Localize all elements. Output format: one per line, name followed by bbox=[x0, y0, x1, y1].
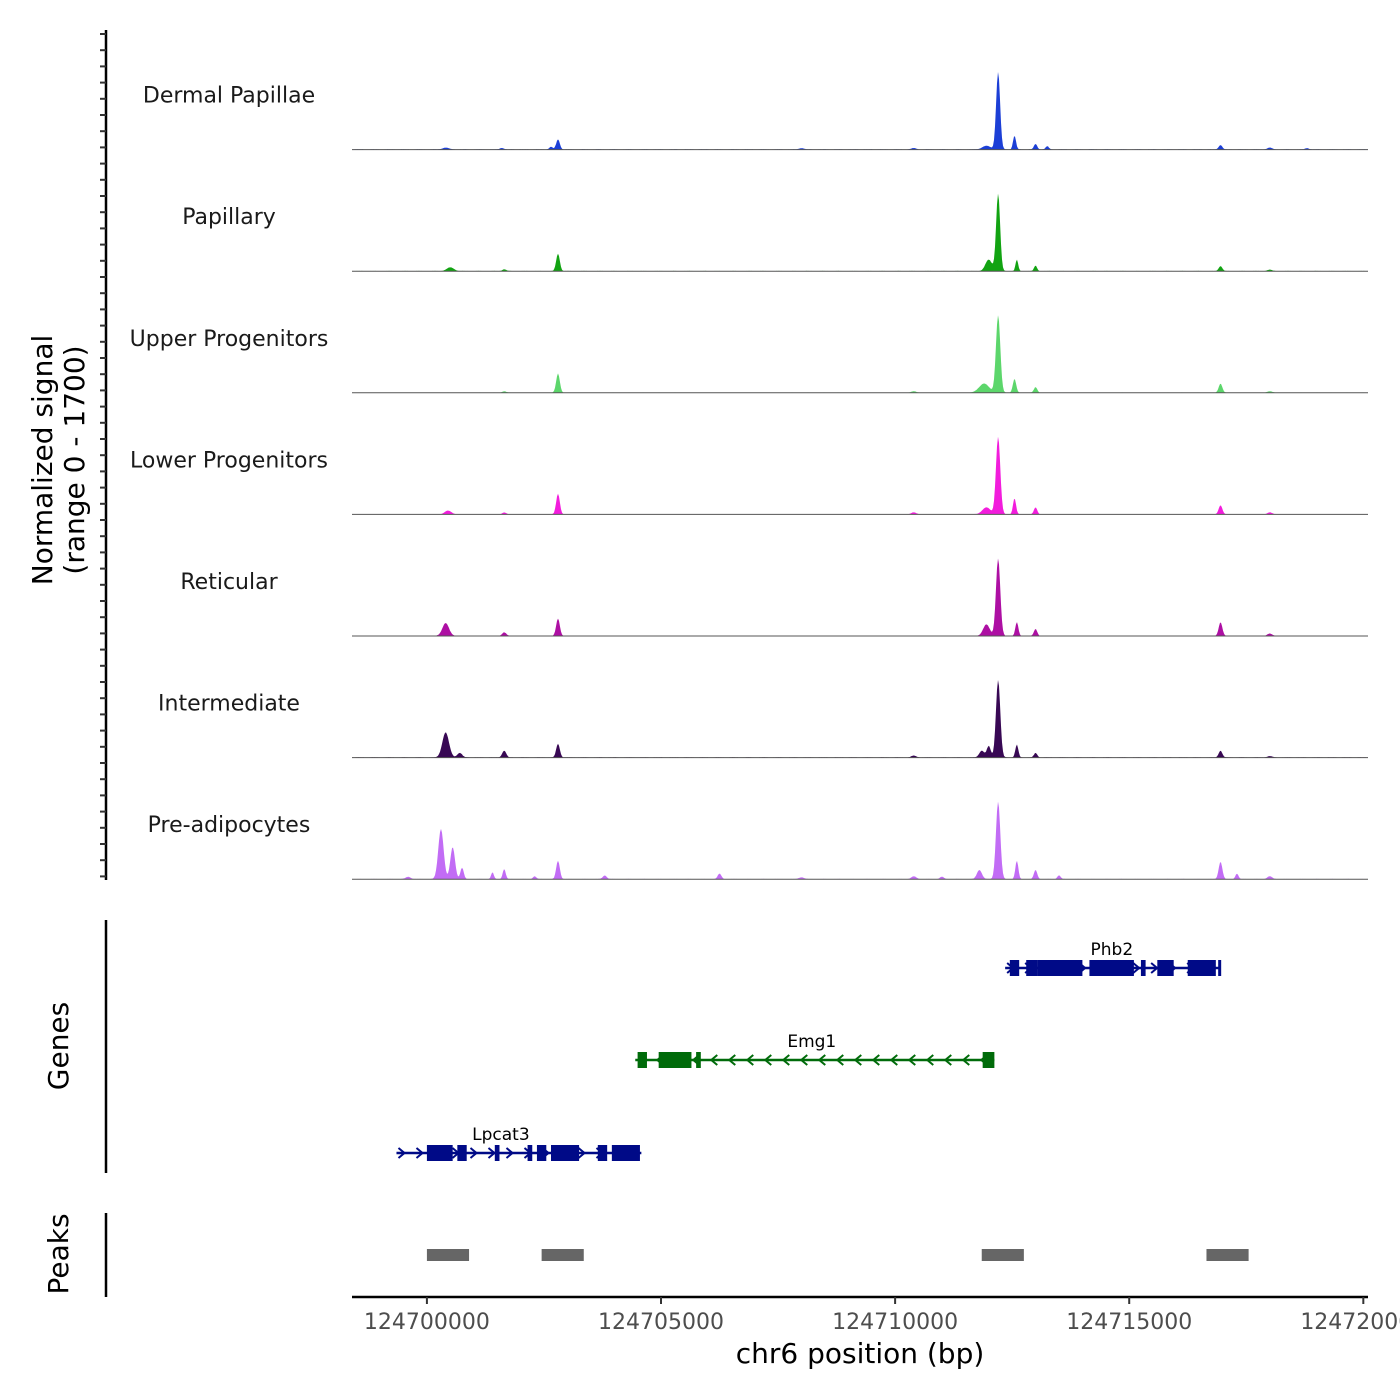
strand-chevron bbox=[961, 1054, 970, 1066]
exon-Phb2-4 bbox=[1140, 960, 1146, 976]
track-label-4: Reticular bbox=[180, 570, 278, 595]
coverage-area-4 bbox=[352, 558, 1368, 636]
strand-chevron bbox=[1150, 962, 1159, 974]
strand-chevron bbox=[727, 1054, 736, 1066]
x-tick-label: 124705000 bbox=[598, 1310, 724, 1335]
track-label-0: Dermal Papillae bbox=[143, 84, 315, 109]
exon-Phb2-5 bbox=[1157, 960, 1174, 976]
strand-chevron bbox=[817, 1054, 826, 1066]
x-tick-label: 124715000 bbox=[1066, 1310, 1192, 1335]
track-label-6: Pre-adipocytes bbox=[148, 813, 311, 838]
coverage-area-2 bbox=[352, 315, 1368, 393]
exon-Lpcat3-5 bbox=[550, 1145, 580, 1161]
exon-Lpcat3-3 bbox=[527, 1145, 533, 1161]
coverage-area-6 bbox=[352, 801, 1368, 880]
strand-chevron bbox=[907, 1054, 916, 1066]
strand-chevron bbox=[469, 1147, 479, 1159]
strand-chevron bbox=[781, 1054, 790, 1066]
exon-Phb2-6 bbox=[1187, 960, 1216, 976]
strand-chevron bbox=[889, 1054, 898, 1066]
strand-chevron bbox=[835, 1054, 844, 1066]
strand-chevron bbox=[415, 1147, 425, 1159]
strand-chevron bbox=[799, 1054, 808, 1066]
exon-Phb2-0 bbox=[1009, 960, 1020, 976]
exon-Phb2-7 bbox=[1218, 960, 1222, 976]
track-label-2: Upper Progenitors bbox=[130, 327, 329, 352]
exon-Lpcat3-6 bbox=[597, 1145, 608, 1161]
exon-Phb2-3 bbox=[1089, 960, 1134, 976]
x-tick-label: 124700000 bbox=[364, 1310, 490, 1335]
strand-chevron bbox=[925, 1054, 934, 1066]
gene-label-Lpcat3: Lpcat3 bbox=[472, 1125, 530, 1145]
strand-chevron bbox=[853, 1054, 862, 1066]
exon-Lpcat3-4 bbox=[536, 1145, 547, 1161]
axes-layer: 124700000 124705000 124710000 124715000 1247… bbox=[100, 30, 1400, 1335]
coverage-area-5 bbox=[352, 680, 1368, 758]
exon-Phb2-1 bbox=[1026, 960, 1038, 976]
peak-region-1 bbox=[541, 1249, 584, 1261]
y-axis-label-line2: (range 0 - 1700) bbox=[58, 345, 91, 574]
coverage-area-1 bbox=[352, 193, 1368, 272]
peaks-panel-label: Peaks bbox=[42, 1213, 75, 1294]
strand-chevron bbox=[871, 1054, 880, 1066]
gene-tracks: Phb2 Emg1 Lpcat3 bbox=[396, 940, 1222, 1161]
gene-label-Phb2: Phb2 bbox=[1091, 940, 1134, 960]
y-axis-label-line1: Normalized signal bbox=[26, 335, 59, 586]
peak-region-3 bbox=[1206, 1249, 1249, 1261]
exon-Emg1-2 bbox=[696, 1052, 701, 1068]
exon-Emg1-1 bbox=[658, 1052, 692, 1068]
exon-Phb2-2 bbox=[1037, 960, 1083, 976]
strand-chevron bbox=[745, 1054, 754, 1066]
track-label-5: Intermediate bbox=[158, 692, 300, 717]
coverage-area-0 bbox=[352, 72, 1368, 150]
strand-chevron bbox=[397, 1147, 407, 1159]
exon-Lpcat3-0 bbox=[426, 1145, 453, 1161]
peak-tracks bbox=[426, 1249, 1249, 1261]
strand-chevron bbox=[577, 1147, 587, 1159]
exon-Lpcat3-1 bbox=[457, 1145, 467, 1161]
exon-Lpcat3-2 bbox=[494, 1145, 500, 1161]
gene-label-Emg1: Emg1 bbox=[787, 1032, 836, 1052]
x-tick-label: 124710000 bbox=[832, 1310, 958, 1335]
peak-region-2 bbox=[981, 1249, 1024, 1261]
strand-chevron bbox=[943, 1054, 952, 1066]
strand-chevron bbox=[763, 1054, 772, 1066]
strand-chevron bbox=[1132, 962, 1141, 974]
exon-Emg1-0 bbox=[637, 1052, 647, 1068]
coverage-tracks: Dermal Papillae Papillary Upper Progenitor… bbox=[130, 72, 1368, 880]
genes-panel-label: Genes bbox=[42, 1002, 75, 1090]
x-axis-label: chr6 position (bp) bbox=[736, 1337, 985, 1370]
track-label-3: Lower Progenitors bbox=[130, 448, 328, 473]
exon-Lpcat3-7 bbox=[611, 1145, 640, 1161]
coverage-area-3 bbox=[352, 436, 1368, 515]
peak-region-0 bbox=[426, 1249, 470, 1261]
exon-Emg1-3 bbox=[982, 1052, 995, 1068]
x-tick-label: 124720000 bbox=[1300, 1310, 1400, 1335]
track-label-1: Papillary bbox=[182, 205, 276, 230]
strand-chevron bbox=[505, 1147, 515, 1159]
strand-chevron bbox=[487, 1147, 497, 1159]
strand-chevron bbox=[709, 1054, 718, 1066]
